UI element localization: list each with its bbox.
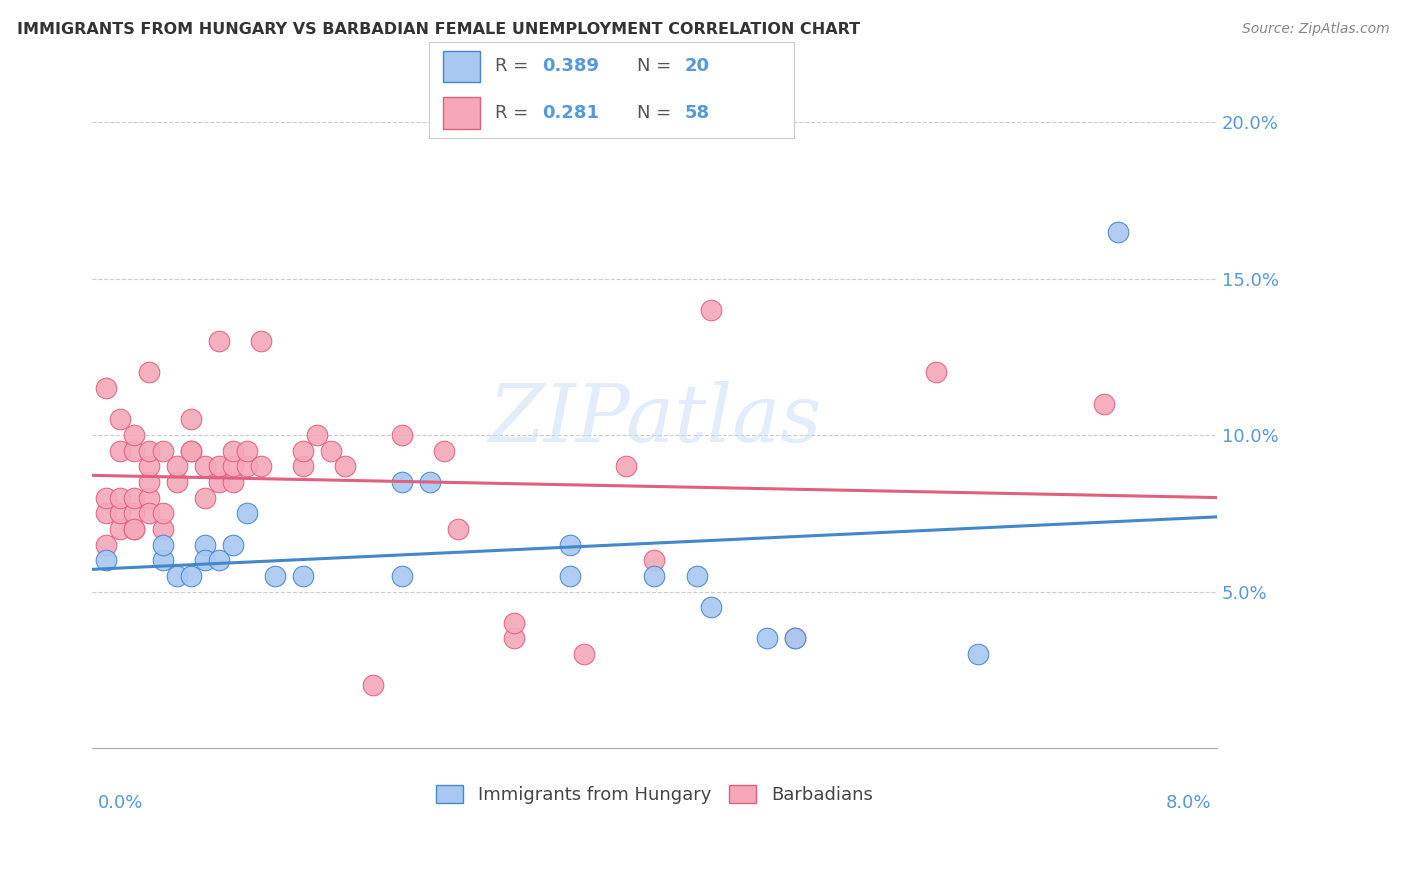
Text: N =: N = [637, 103, 678, 121]
Point [152, 553, 174, 567]
Point [96, 506, 118, 520]
Point [250, 334, 273, 348]
Point [236, 459, 259, 474]
Point [292, 443, 315, 458]
Point [110, 506, 132, 520]
Point [96, 381, 118, 395]
Point [110, 412, 132, 426]
Point [152, 538, 174, 552]
Point [180, 412, 202, 426]
Point [644, 553, 666, 567]
Point [236, 443, 259, 458]
Bar [443, 51, 479, 82]
Point [222, 443, 245, 458]
Point [419, 475, 441, 489]
Point [124, 428, 146, 442]
Point [391, 475, 413, 489]
Text: 0.0%: 0.0% [98, 794, 143, 812]
Point [503, 632, 526, 646]
Point [755, 632, 778, 646]
Point [124, 506, 146, 520]
Point [194, 459, 217, 474]
Text: 20: 20 [685, 57, 710, 76]
Point [208, 553, 231, 567]
Legend: Immigrants from Hungary, Barbadians: Immigrants from Hungary, Barbadians [429, 778, 880, 812]
Point [222, 538, 245, 552]
Point [208, 475, 231, 489]
Text: ZIPatlas: ZIPatlas [488, 381, 821, 458]
Point [166, 475, 188, 489]
Point [321, 443, 343, 458]
Point [110, 443, 132, 458]
Point [447, 522, 470, 536]
Text: R =: R = [495, 103, 534, 121]
Point [236, 506, 259, 520]
Point [124, 443, 146, 458]
Text: Source: ZipAtlas.com: Source: ZipAtlas.com [1241, 22, 1389, 37]
Point [433, 443, 456, 458]
Point [250, 459, 273, 474]
Point [152, 522, 174, 536]
Bar [443, 97, 479, 128]
Point [292, 459, 315, 474]
Text: IMMIGRANTS FROM HUNGARY VS BARBADIAN FEMALE UNEMPLOYMENT CORRELATION CHART: IMMIGRANTS FROM HUNGARY VS BARBADIAN FEM… [17, 22, 860, 37]
Point [180, 443, 202, 458]
Point [96, 553, 118, 567]
Point [560, 538, 582, 552]
Point [307, 428, 329, 442]
Point [152, 443, 174, 458]
Point [363, 678, 385, 692]
Point [264, 569, 287, 583]
Point [124, 522, 146, 536]
Point [783, 632, 806, 646]
Point [924, 366, 946, 380]
Text: 8.0%: 8.0% [1166, 794, 1211, 812]
Point [574, 647, 596, 661]
Text: N =: N = [637, 57, 678, 76]
Point [685, 569, 707, 583]
Point [180, 569, 202, 583]
Point [124, 491, 146, 505]
Point [180, 443, 202, 458]
Point [1107, 225, 1129, 239]
Point [208, 459, 231, 474]
Point [166, 459, 188, 474]
Point [644, 569, 666, 583]
Point [138, 506, 160, 520]
Point [96, 538, 118, 552]
Point [1092, 397, 1115, 411]
Point [560, 569, 582, 583]
Point [166, 569, 188, 583]
Point [208, 334, 231, 348]
Point [138, 459, 160, 474]
Point [138, 366, 160, 380]
Text: 0.281: 0.281 [543, 103, 599, 121]
Point [699, 302, 721, 317]
Text: 0.389: 0.389 [543, 57, 599, 76]
Point [699, 600, 721, 615]
Point [138, 443, 160, 458]
Point [124, 522, 146, 536]
Point [222, 459, 245, 474]
Point [110, 491, 132, 505]
Point [138, 475, 160, 489]
Point [194, 553, 217, 567]
Point [138, 491, 160, 505]
Point [222, 475, 245, 489]
Point [110, 522, 132, 536]
Point [616, 459, 638, 474]
Point [152, 506, 174, 520]
Point [391, 569, 413, 583]
Point [292, 569, 315, 583]
Point [194, 538, 217, 552]
Point [966, 647, 988, 661]
Point [96, 491, 118, 505]
Point [194, 491, 217, 505]
Point [391, 428, 413, 442]
Text: R =: R = [495, 57, 534, 76]
Point [783, 632, 806, 646]
Text: 58: 58 [685, 103, 710, 121]
Point [503, 615, 526, 630]
Point [335, 459, 357, 474]
